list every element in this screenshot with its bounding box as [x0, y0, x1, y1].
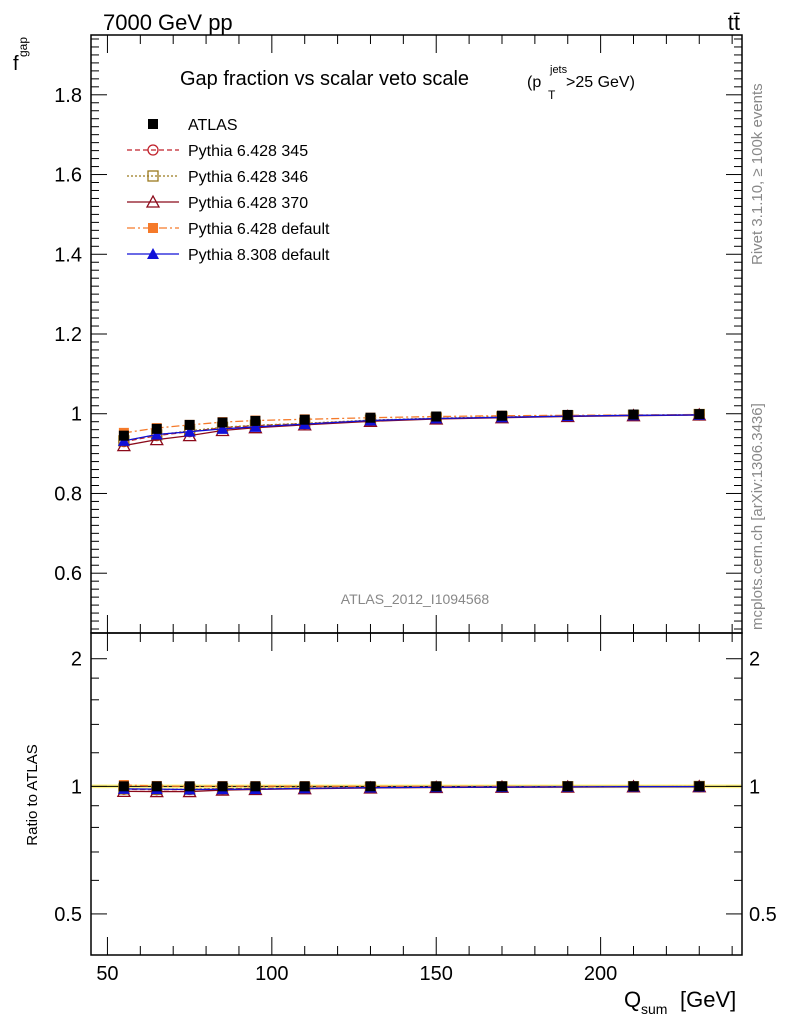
series-line — [123, 413, 700, 434]
data-point — [148, 223, 158, 233]
rivet-version-text: Rivet 3.1.10, ≥ 100k events — [749, 83, 766, 265]
data-point — [217, 781, 228, 792]
legend-item: Pythia 8.308 default — [127, 247, 330, 264]
data-point — [147, 170, 159, 182]
chart-title-sup: jets — [549, 64, 568, 76]
y-tick-label: 1.2 — [54, 324, 82, 346]
x-tick-label: 150 — [420, 963, 453, 985]
data-point — [431, 781, 442, 792]
data-point — [118, 781, 129, 792]
ratio-y-tick-label: 1 — [71, 776, 82, 798]
legend-label: Pythia 6.428 345 — [188, 143, 308, 160]
ratio-panel-frame — [90, 632, 743, 956]
series-line — [123, 413, 700, 442]
data-point — [431, 411, 442, 422]
data-point — [628, 781, 639, 792]
legend-label: Pythia 6.428 default — [188, 221, 330, 238]
data-point — [250, 781, 261, 792]
data-point — [147, 248, 159, 259]
series-pythia-8-308-default — [117, 408, 706, 446]
data-point — [216, 422, 229, 434]
chart-title-tail: >25 GeV) — [566, 74, 635, 91]
legend-item: Pythia 6.428 default — [127, 221, 330, 238]
data-point — [299, 781, 310, 792]
x-axis-label-main: Q — [624, 987, 641, 1012]
ratio-y-tick-label: 0.5 — [54, 904, 82, 926]
data-point — [496, 410, 507, 421]
data-point — [148, 119, 158, 129]
y-tick-label: 1.6 — [54, 165, 82, 187]
ratio-y-axis-label: Ratio to ATLAS — [24, 744, 41, 845]
y-tick-label: 1 — [71, 404, 82, 426]
data-point — [184, 781, 195, 792]
legend-label: Pythia 6.428 346 — [188, 169, 308, 186]
data-point — [183, 425, 196, 437]
data-point — [299, 414, 310, 425]
data-point — [365, 781, 376, 792]
mcplots-credit-text: mcplots.cern.ch [arXiv:1306.3436] — [749, 403, 766, 630]
analysis-tag: ATLAS_2012_I1094568 — [341, 591, 490, 607]
data-point — [249, 420, 262, 432]
data-point — [496, 781, 507, 792]
ratio-plot-area — [91, 779, 742, 798]
data-point — [147, 144, 159, 156]
data-point — [184, 419, 195, 430]
chart-title-main: Gap fraction vs scalar veto scale — [180, 68, 469, 90]
y-axis-label: f gap — [13, 37, 30, 75]
legend-item: Pythia 6.428 346 — [127, 169, 308, 186]
series-atlas — [118, 409, 705, 441]
data-point — [151, 423, 162, 434]
data-point — [562, 781, 573, 792]
x-axis-label-unit: [GeV] — [680, 987, 736, 1012]
data-point — [150, 428, 163, 440]
x-axis-label-sub: sum — [641, 1001, 667, 1017]
ratio-y-tick-label: 0.5 — [749, 904, 777, 926]
ratio-y-tick-label: 1 — [749, 776, 760, 798]
y-tick-label: 1.4 — [54, 244, 82, 266]
y-axis-label-main: f — [13, 53, 19, 75]
ratio-series-line — [123, 786, 700, 791]
axes: 50 100 150 200 0.6 0.8 1 1.2 1.4 1.6 1.8 0.5 0.5 1 1 2 2 — [54, 35, 777, 985]
legend-label: Pythia 8.308 default — [188, 247, 330, 264]
x-tick-label: 200 — [584, 963, 617, 985]
legend-item: Pythia 6.428 345 — [127, 143, 308, 160]
data-point — [250, 415, 261, 426]
ratio-y-tick-label: 2 — [71, 649, 82, 671]
y-tick-label: 1.8 — [54, 85, 82, 107]
legend-label: Pythia 6.428 370 — [188, 195, 308, 212]
data-point — [217, 417, 228, 428]
y-tick-label: 0.8 — [54, 483, 82, 505]
chart-title-cut: (p — [527, 74, 541, 91]
ratio-series-atlas — [118, 781, 705, 792]
x-tick-label: 50 — [96, 963, 118, 985]
ratio-y-tick-label: 2 — [749, 649, 760, 671]
chart-title: Gap fraction vs scalar veto scale (p jet… — [180, 64, 635, 102]
header-left: 7000 GeV pp — [103, 10, 233, 35]
data-point — [151, 781, 162, 792]
data-point — [365, 412, 376, 423]
data-point — [694, 409, 705, 420]
data-point — [694, 781, 705, 792]
data-point — [118, 430, 129, 441]
y-tick-label: 0.6 — [54, 563, 82, 585]
data-point — [628, 409, 639, 420]
x-axis-label: Q sum [GeV] — [624, 987, 736, 1017]
data-point — [562, 409, 573, 420]
main-plot-area — [116, 407, 707, 452]
legend: ATLAS Pythia 6.428 345 Pythia 6.428 346 Pyt… — [127, 117, 330, 264]
legend-label: ATLAS — [188, 117, 238, 134]
series-line — [123, 414, 700, 442]
y-axis-label-sub: gap — [16, 37, 30, 57]
chart-title-sub: T — [548, 88, 556, 102]
legend-item: ATLAS — [148, 117, 238, 134]
data-point — [145, 194, 161, 208]
x-tick-label: 100 — [255, 963, 288, 985]
legend-item: Pythia 6.428 370 — [127, 194, 308, 212]
header-right: tt̄ — [728, 10, 740, 35]
